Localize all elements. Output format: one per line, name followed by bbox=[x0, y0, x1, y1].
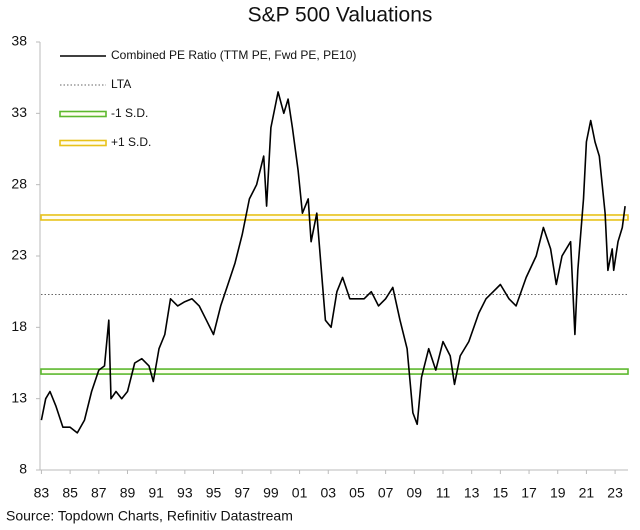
x-tick-label: 83 bbox=[34, 485, 50, 501]
x-tick-label: 11 bbox=[436, 485, 451, 501]
legend-label: +1 S.D. bbox=[111, 135, 151, 149]
legend-label: -1 S.D. bbox=[111, 106, 148, 120]
x-tick-label: 95 bbox=[206, 485, 222, 501]
legend-swatch bbox=[59, 110, 107, 118]
x-tick-label: 03 bbox=[320, 485, 336, 501]
reference-band bbox=[40, 214, 629, 221]
y-tick-label: 28 bbox=[11, 175, 27, 191]
y-tick-label: 8 bbox=[19, 461, 27, 477]
x-tick-label: 87 bbox=[91, 485, 107, 501]
x-tick-label: 21 bbox=[579, 485, 595, 501]
x-tick-label: 97 bbox=[234, 485, 250, 501]
chart-title: S&P 500 Valuations bbox=[248, 4, 433, 27]
x-tick-label: 15 bbox=[493, 485, 509, 501]
x-tick-label: 91 bbox=[148, 485, 164, 501]
x-tick-label: 19 bbox=[550, 485, 566, 501]
x-tick-label: 13 bbox=[464, 485, 480, 501]
x-tick-label: 85 bbox=[62, 485, 78, 501]
x-tick-label: 17 bbox=[521, 485, 537, 501]
y-tick-label: 33 bbox=[11, 104, 27, 120]
legend-label: LTA bbox=[111, 77, 131, 91]
x-tick-label: 01 bbox=[292, 485, 308, 501]
x-tick-label: 99 bbox=[263, 485, 279, 501]
data-line bbox=[40, 91, 626, 434]
y-tick-label: 18 bbox=[11, 318, 27, 334]
x-tick-label: 93 bbox=[177, 485, 193, 501]
source-note: Source: Topdown Charts, Refinitiv Datast… bbox=[6, 508, 293, 524]
legend-label: Combined PE Ratio (TTM PE, Fwd PE, PE10) bbox=[111, 48, 356, 62]
legend-swatch bbox=[59, 139, 107, 147]
y-tick-label: 38 bbox=[11, 33, 27, 49]
x-tick-label: 89 bbox=[120, 485, 136, 501]
x-tick-label: 09 bbox=[407, 485, 423, 501]
y-tick-label: 13 bbox=[11, 389, 27, 405]
reference-band bbox=[40, 368, 629, 375]
x-tick-label: 07 bbox=[378, 485, 394, 501]
x-tick-label: 23 bbox=[607, 485, 623, 501]
x-tick-label: 05 bbox=[349, 485, 365, 501]
y-tick-label: 23 bbox=[11, 247, 27, 263]
